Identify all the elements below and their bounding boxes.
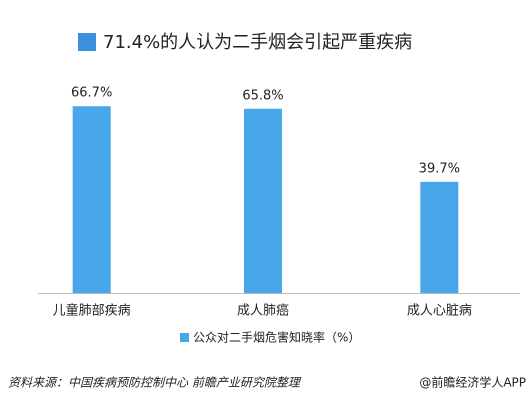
value-label: 39.7% bbox=[419, 161, 460, 176]
x-tick-label: 儿童肺部疾病 bbox=[53, 303, 131, 319]
bar bbox=[72, 106, 111, 294]
title-marker bbox=[78, 33, 96, 51]
bar bbox=[244, 108, 282, 293]
x-tick-label: 成人心脏病 bbox=[407, 304, 472, 319]
source-note: 资料来源：中国疾病预防控制中心 前瞻产业研究院整理 bbox=[8, 376, 302, 390]
legend-swatch bbox=[180, 333, 189, 342]
value-label: 65.8% bbox=[242, 88, 283, 103]
value-label: 66.7% bbox=[71, 86, 112, 101]
credit: @前瞻经济学人APP bbox=[419, 375, 526, 390]
legend-label: 公众对二手烟危害知晓率（%） bbox=[193, 330, 360, 345]
x-tick-label: 成人肺癌 bbox=[237, 303, 289, 319]
bar bbox=[420, 181, 459, 293]
chart-title: 71.4%的人认为二手烟会引起严重疾病 bbox=[103, 32, 412, 53]
